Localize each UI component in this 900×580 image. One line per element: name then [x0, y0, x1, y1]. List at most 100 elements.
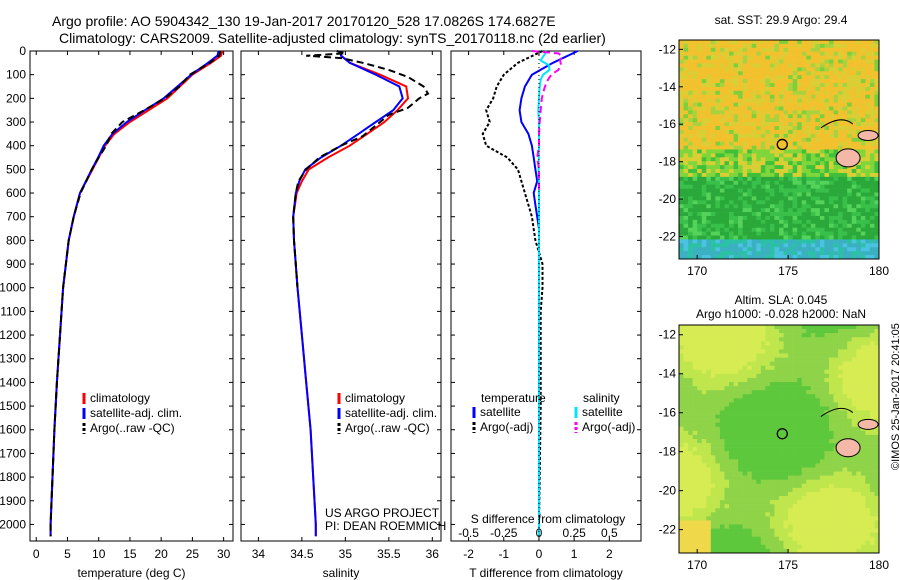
map-cell: [783, 487, 789, 493]
map-cell: [719, 94, 725, 99]
map-cell: [792, 176, 798, 182]
map-cell: [738, 67, 743, 72]
map-cell: [869, 169, 875, 174]
map-cell: [797, 349, 803, 354]
map-cell: [851, 235, 857, 240]
map-cell: [783, 153, 789, 158]
map-cell: [701, 487, 707, 493]
map-cell: [679, 422, 684, 428]
map-cell: [874, 426, 880, 432]
legend-label: Argo(..raw -QC): [90, 421, 175, 435]
map-cell: [729, 455, 734, 460]
map-cell: [692, 40, 698, 45]
map-cell: [788, 516, 793, 521]
map-cell: [706, 251, 712, 256]
map-cell: [683, 394, 689, 399]
map-cell: [710, 184, 716, 189]
map-cell: [819, 504, 825, 509]
map-cell: [819, 153, 825, 158]
map-cell: [742, 516, 748, 521]
map-cell: [797, 361, 803, 367]
map-cell: [701, 430, 707, 436]
map-cell: [833, 204, 839, 209]
map-cell: [824, 231, 830, 236]
map-cell: [738, 212, 743, 217]
map-cell: [856, 79, 862, 84]
map-cell: [819, 79, 825, 84]
map-cell: [810, 333, 816, 338]
map-cell: [742, 75, 748, 80]
map-cell: [774, 90, 780, 96]
map-cell: [865, 63, 871, 68]
map-cell: [774, 353, 780, 358]
map-cell: [833, 377, 839, 383]
map-cell: [679, 349, 684, 354]
map-cell: [765, 500, 771, 505]
map-cell: [765, 329, 771, 334]
map-cell: [783, 55, 789, 60]
map-cell: [679, 479, 684, 485]
map-cell: [779, 71, 784, 76]
map-cell: [756, 204, 762, 209]
map-cell: [724, 145, 730, 150]
map-cell: [719, 496, 725, 501]
map-cell: [724, 508, 730, 513]
map-cell: [851, 255, 857, 260]
map-cell: [788, 180, 793, 185]
sla-map: [679, 325, 880, 554]
map-cell: [810, 398, 816, 403]
map-cell: [751, 63, 757, 68]
map-cell: [724, 180, 730, 185]
map-cell: [788, 247, 793, 252]
map-cell: [847, 51, 853, 56]
map-cell: [797, 528, 803, 533]
map-cell: [756, 373, 762, 379]
map-cell: [860, 528, 866, 533]
map-cell: [806, 496, 812, 501]
map-cell: [769, 439, 775, 444]
map-cell: [860, 475, 866, 481]
map-cell: [869, 83, 875, 88]
map-cell: [701, 98, 707, 103]
map-cell: [819, 212, 825, 217]
map-cell: [860, 110, 866, 115]
map-cell: [729, 118, 734, 123]
map-cell: [819, 161, 825, 166]
map-cell: [706, 345, 712, 350]
map-cell: [765, 192, 771, 197]
map-cell: [733, 337, 739, 342]
map-cell: [838, 422, 843, 428]
map-cell: [715, 243, 721, 248]
map-cell: [719, 459, 725, 464]
map-cell: [742, 434, 748, 440]
map-cell: [847, 402, 853, 407]
map-cell: [824, 215, 830, 221]
map-cell: [819, 475, 825, 481]
map-cell: [829, 86, 834, 92]
map-cell: [683, 337, 689, 342]
map-cell: [751, 463, 757, 468]
map-cell: [847, 98, 853, 103]
map-cell: [842, 325, 848, 330]
map-cell: [869, 67, 875, 72]
map-cell: [765, 83, 771, 88]
map-cell: [733, 394, 739, 399]
map-cell: [806, 369, 812, 375]
map-cell: [769, 491, 775, 497]
map-cell: [860, 149, 866, 154]
map-cell: [769, 129, 775, 135]
map-cell: [797, 192, 803, 197]
map-cell: [697, 114, 703, 119]
map-cell: [856, 353, 862, 358]
map-cell: [747, 71, 753, 76]
map-cell: [869, 188, 875, 193]
map-cell: [824, 208, 830, 213]
map-cell: [710, 51, 716, 56]
map-cell: [701, 157, 707, 162]
map-cell: [742, 43, 748, 49]
map-cell: [710, 47, 716, 53]
map-cell: [829, 455, 834, 460]
map-cell: [701, 219, 707, 225]
map-cell: [847, 40, 853, 45]
map-cell: [738, 98, 743, 103]
